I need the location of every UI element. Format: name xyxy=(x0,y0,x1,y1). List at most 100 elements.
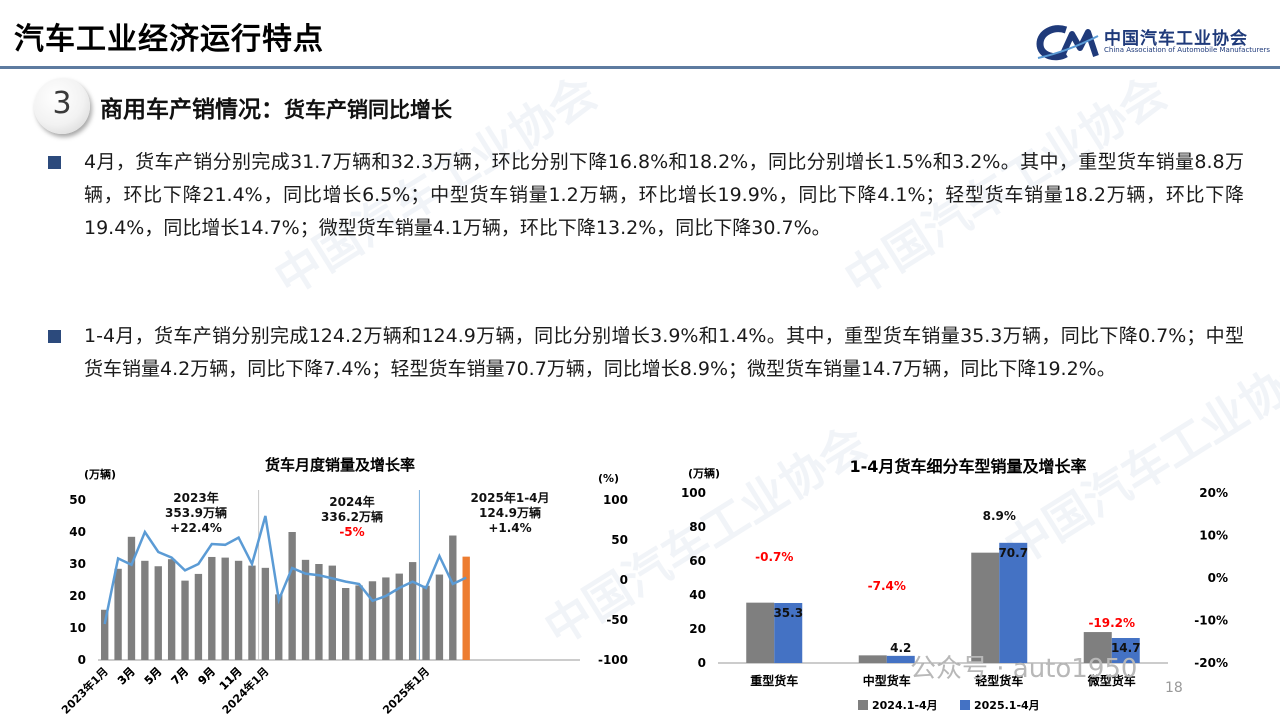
x-tick-label: 9月 xyxy=(196,665,218,687)
sales-bar xyxy=(261,567,270,660)
chart-annotation: +22.4% xyxy=(170,521,222,535)
right-tick-label: -10% xyxy=(1194,614,1228,628)
sales-bar xyxy=(275,594,283,660)
logo-cn-text: 中国汽车工业协会 xyxy=(1104,29,1248,49)
bar-value-label: 14.7 xyxy=(1111,641,1141,655)
left-tick-label: 60 xyxy=(689,554,706,568)
right-tick-label: 0 xyxy=(620,573,628,587)
x-tick-label: 7月 xyxy=(169,665,191,687)
left-tick-label: 100 xyxy=(681,486,706,500)
left-tick-label: 0 xyxy=(78,653,86,667)
sales-bar xyxy=(368,581,377,660)
sales-bar xyxy=(288,532,296,660)
category-label: 中型货车 xyxy=(863,673,911,688)
bullet-paragraph: 1-4月，货车产销分别完成124.2万辆和124.9万辆，同比分别增长3.9%和… xyxy=(84,325,1244,380)
right-tick-label: -100 xyxy=(598,653,628,667)
bar-2025 xyxy=(999,542,1028,663)
left-tick-label: 10 xyxy=(69,621,86,635)
chart-annotation: 353.9万辆 xyxy=(165,505,227,520)
sales-bar xyxy=(101,609,109,660)
sales-bar xyxy=(408,562,417,660)
legend-swatch xyxy=(858,700,868,710)
page-number: 18 xyxy=(1165,680,1183,696)
x-tick-label: 2025年1月 xyxy=(380,664,433,717)
bar-2024 xyxy=(971,552,1000,663)
right-tick-label: -50 xyxy=(606,613,628,627)
sales-bar xyxy=(435,574,444,660)
bar-2025 xyxy=(774,602,803,663)
left-tick-label: 50 xyxy=(69,493,86,507)
left-axis-label: (万辆) xyxy=(84,467,116,481)
page-title: 汽车工业经济运行特点 xyxy=(14,22,324,57)
sales-bar xyxy=(154,566,162,660)
chart-title: 1-4月货车细分车型销量及增长率 xyxy=(850,457,1087,476)
legend-swatch xyxy=(960,700,970,710)
sales-bar xyxy=(234,560,243,660)
sales-bar xyxy=(449,535,457,660)
sales-bar xyxy=(248,565,256,660)
sales-bar xyxy=(328,565,336,660)
left-tick-label: 40 xyxy=(689,588,706,602)
chart-annotation: 2024年 xyxy=(329,494,374,509)
growth-label: 8.9% xyxy=(983,509,1016,523)
bar-value-label: 70.7 xyxy=(998,546,1028,560)
bar-2024 xyxy=(858,655,887,663)
left-tick-label: 20 xyxy=(689,622,706,636)
chart-annotation: 2025年1-4月 xyxy=(470,490,549,505)
sales-bar xyxy=(342,588,350,660)
x-tick-label: 5月 xyxy=(142,665,164,687)
right-tick-label: 0% xyxy=(1208,571,1228,585)
right-tick-label: 10% xyxy=(1199,529,1228,543)
growth-rate-line xyxy=(103,515,467,625)
left-axis-label: (万辆) xyxy=(688,466,720,480)
logo-en-text: China Association of Automobile Manufact… xyxy=(1104,46,1271,54)
sales-bar xyxy=(167,559,176,660)
chart-annotation: -5% xyxy=(339,525,364,539)
sales-bar xyxy=(422,585,430,660)
bar-value-label: 35.3 xyxy=(773,606,803,620)
header-divider xyxy=(0,66,1280,69)
bar-value-label: 4.2 xyxy=(890,641,911,655)
category-label: 重型货车 xyxy=(750,673,798,688)
sales-bar xyxy=(194,573,203,660)
chart-title: 货车月度销量及增长率 xyxy=(265,456,415,474)
bar-2025 xyxy=(1111,638,1140,663)
sales-bar xyxy=(208,556,216,660)
sales-bar xyxy=(141,560,149,660)
sales-bar xyxy=(382,577,390,660)
bar-2024 xyxy=(746,602,775,663)
section-title-main: 商用车产销情况： xyxy=(100,97,284,123)
chart-annotation: 2023年 xyxy=(173,490,218,505)
bullet-marker xyxy=(48,330,61,343)
bar-2024 xyxy=(1083,632,1112,663)
chart-annotation: 124.9万辆 xyxy=(479,505,541,520)
caam-logo-icon xyxy=(1036,25,1099,61)
left-tick-label: 30 xyxy=(69,557,86,571)
sales-bar xyxy=(181,580,189,660)
x-tick-label: 3月 xyxy=(115,665,137,687)
bar-2025 xyxy=(886,655,915,663)
chart-annotation: 336.2万辆 xyxy=(321,509,383,524)
right-tick-label: -20% xyxy=(1194,656,1228,670)
category-label: 轻型货车 xyxy=(975,673,1023,688)
sales-bar xyxy=(301,559,310,660)
bullet-paragraph: 4月，货车产销分别完成31.7万辆和32.3万辆，环比分别下降16.8%和18.… xyxy=(84,151,1244,239)
sales-bar xyxy=(127,536,136,660)
section-number: 3 xyxy=(52,86,72,121)
right-tick-label: 100 xyxy=(603,493,628,507)
x-tick-label: 2023年1月 xyxy=(58,664,111,717)
bullet-marker xyxy=(48,156,61,169)
caam-logo: 中国汽车工业协会 China Association of Automobile… xyxy=(1036,22,1276,62)
growth-label: -7.4% xyxy=(868,579,906,593)
growth-label: -19.2% xyxy=(1088,616,1135,630)
monthly-sales-chart: 货车月度销量及增长率 (万辆) (%) 0 10 20 30 40 50 -100 -50 0 50 10… xyxy=(58,456,628,717)
sales-bar xyxy=(462,556,470,660)
chart-annotation: +1.4% xyxy=(488,521,531,535)
right-tick-label: 20% xyxy=(1199,486,1228,500)
legend-label: 2025.1-4月 xyxy=(974,699,1040,712)
left-tick-label: 20 xyxy=(69,589,86,603)
right-tick-label: 50 xyxy=(611,533,628,547)
left-tick-label: 80 xyxy=(689,520,706,534)
section-number-badge: 3 xyxy=(34,78,90,134)
sales-bar xyxy=(315,564,323,660)
